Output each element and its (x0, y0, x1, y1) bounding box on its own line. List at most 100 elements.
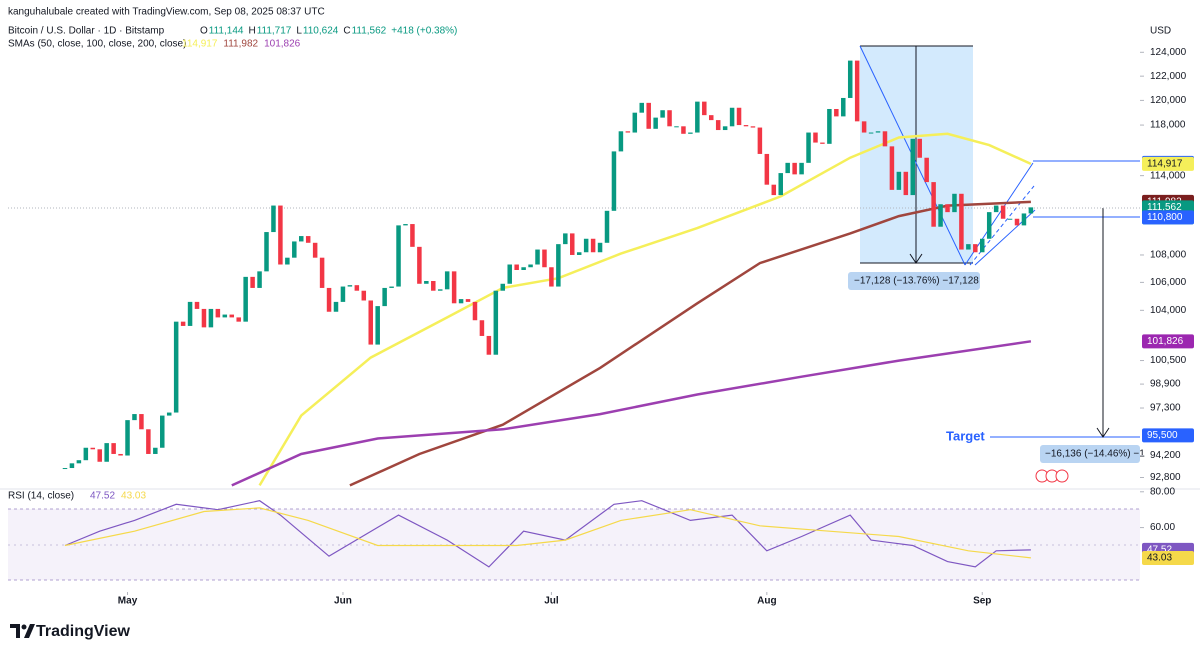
candle (535, 249, 540, 265)
arrow-head (909, 253, 923, 264)
x-tick-label: Jun (334, 596, 352, 607)
sma-line (258, 132, 1032, 487)
candle (292, 241, 297, 258)
candle (153, 447, 158, 454)
ohlc-value: 111,144 (209, 26, 244, 37)
candle (236, 317, 241, 322)
y-tick-label: 124,000 (1150, 47, 1187, 58)
candle (917, 138, 922, 158)
legend-value: 114,917 (182, 39, 218, 50)
legend-value: 43.03 (121, 491, 146, 502)
candle (618, 131, 624, 152)
candle (97, 449, 102, 462)
candle (813, 132, 818, 143)
candle (625, 131, 631, 133)
candle (458, 299, 464, 304)
candle (139, 414, 144, 430)
candle (722, 126, 728, 131)
candle (437, 289, 443, 291)
candle (563, 233, 568, 245)
candle (125, 420, 130, 456)
brand: TradingView (36, 623, 131, 640)
candle (556, 244, 561, 287)
measure-label-box (848, 272, 980, 290)
candle (986, 212, 992, 239)
price-label: 101,826 (1147, 336, 1184, 347)
candle (507, 264, 512, 284)
candle (806, 132, 811, 163)
candle (667, 110, 672, 127)
candle (688, 132, 693, 134)
y-tick-label: 100,500 (1150, 355, 1187, 366)
change: +418 (+0.38%) (391, 26, 457, 37)
candle (250, 276, 255, 288)
candle (312, 242, 318, 258)
logo-mark (10, 624, 35, 638)
candle (959, 193, 964, 250)
candle (76, 460, 82, 464)
price-label-box (1142, 428, 1194, 443)
candle (653, 117, 658, 129)
candle (243, 276, 248, 322)
y-tick-label: 118,000 (1150, 120, 1186, 131)
candle (410, 224, 415, 247)
y-tick-label: 108,000 (1150, 250, 1187, 261)
candle (729, 107, 735, 127)
candle (590, 238, 596, 253)
measure-label: −16,136 (−14.46%) −1 (1045, 449, 1145, 460)
measure-label: −17,128 (−13.76%) −17,128 (854, 276, 979, 287)
ohlc-key: H (248, 26, 255, 37)
candle (333, 301, 339, 312)
candle (431, 281, 436, 291)
candle (674, 126, 679, 128)
candle (451, 271, 457, 304)
candle (62, 468, 68, 470)
icons (1035, 469, 1069, 483)
legend-value: 111,982 (223, 39, 258, 50)
rsi-line (64, 500, 1031, 568)
candle (820, 142, 825, 144)
candle (646, 102, 651, 129)
candle (375, 306, 380, 345)
candle (264, 232, 269, 272)
candle (861, 121, 867, 133)
ohlc-value: 111,562 (352, 26, 387, 37)
candle (576, 252, 582, 255)
candle (417, 246, 422, 284)
candle (834, 108, 839, 117)
candle (486, 335, 492, 355)
candle (521, 267, 526, 270)
candle (382, 287, 387, 307)
candle (528, 264, 533, 268)
candle (945, 204, 950, 213)
price-label-box (1142, 550, 1194, 565)
ohlc-key: O (200, 26, 208, 37)
x-tick-label: May (118, 596, 138, 607)
candle (542, 249, 547, 268)
candle (611, 151, 617, 211)
candle (785, 162, 790, 174)
candle (639, 102, 645, 113)
candle (111, 443, 116, 454)
candle (924, 157, 929, 183)
candle (980, 238, 985, 253)
candle (715, 120, 721, 131)
candle (361, 290, 367, 301)
candle (347, 285, 353, 287)
candle (889, 146, 895, 190)
candle (354, 285, 360, 291)
price-label: 111,562 (1147, 202, 1182, 213)
candle (444, 271, 450, 290)
candle (132, 414, 137, 421)
candle (479, 320, 485, 336)
candle (118, 453, 123, 456)
candle (194, 301, 200, 309)
candle (500, 283, 506, 291)
candle (187, 301, 193, 326)
sma-line (231, 340, 1032, 487)
candle (319, 257, 325, 288)
candle (257, 271, 262, 288)
candle (695, 101, 700, 133)
